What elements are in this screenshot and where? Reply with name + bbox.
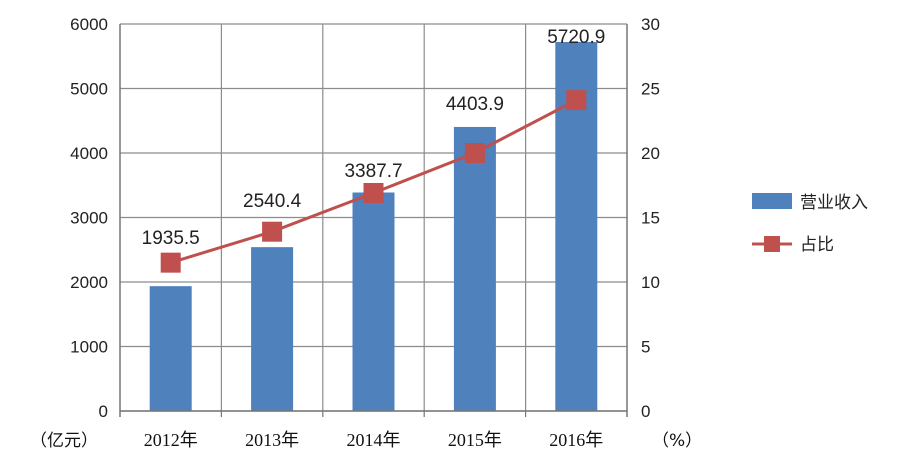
y-left-tick-label: 1000 xyxy=(70,338,108,357)
y-right-tick-label: 0 xyxy=(641,402,650,421)
bar xyxy=(453,126,496,411)
bar-series xyxy=(149,42,598,411)
line-marker xyxy=(566,90,587,111)
bar xyxy=(149,286,192,411)
line-marker xyxy=(363,182,384,203)
x-tick-label: 2014年 xyxy=(347,430,401,450)
y-right-tick-label: 10 xyxy=(641,273,660,292)
x-tick-label: 2013年 xyxy=(245,430,299,450)
x-tick-label: 2016年 xyxy=(549,430,603,450)
axes: 0 1000 2000 3000 4000 5000 6000 0 5 10 15 20 25 30 201… xyxy=(30,15,702,451)
y-left-tick-label: 0 xyxy=(99,402,108,421)
y-left-tick-label: 4000 xyxy=(70,144,108,163)
bar xyxy=(352,192,395,411)
y-right-tick-label: 30 xyxy=(641,15,660,34)
y-left-tick-label: 6000 xyxy=(70,15,108,34)
data-label: 4403.9 xyxy=(446,94,504,115)
y-right-tick-label: 5 xyxy=(641,338,650,357)
y-right-tick-label: 25 xyxy=(641,80,660,99)
legend-label: 占比 xyxy=(800,235,834,255)
y-right-tick-label: 20 xyxy=(641,144,660,163)
legend-label: 营业收入 xyxy=(800,193,868,213)
data-label: 5720.9 xyxy=(547,27,605,48)
data-label: 1935.5 xyxy=(142,228,200,249)
y-right-tick-label: 15 xyxy=(641,209,660,228)
y-left-tick-label: 2000 xyxy=(70,273,108,292)
data-label: 3387.7 xyxy=(344,161,402,182)
legend-swatch-bar xyxy=(752,193,792,209)
x-tick-label: 2012年 xyxy=(144,430,198,450)
line-series xyxy=(160,90,587,273)
x-tick-label: 2015年 xyxy=(448,430,502,450)
bar xyxy=(251,247,294,411)
y-left-tick-label: 3000 xyxy=(70,209,108,228)
y-right-unit: （%） xyxy=(652,431,702,451)
legend-swatch-marker xyxy=(764,236,780,252)
data-label: 2540.4 xyxy=(243,191,302,212)
y-left-tick-label: 5000 xyxy=(70,80,108,99)
data-labels: 1935.5 2540.4 3387.7 4403.9 5720.9 xyxy=(142,27,606,249)
line-marker xyxy=(160,252,181,273)
y-left-unit: （亿元） xyxy=(30,431,98,451)
line-marker xyxy=(464,143,485,163)
line-marker xyxy=(262,221,283,242)
